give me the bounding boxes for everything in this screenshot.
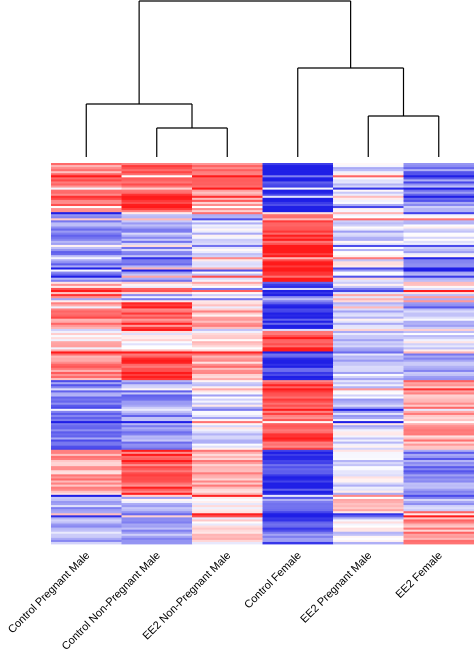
heatmap-cell [51, 542, 122, 544]
dendrogram [86, 1, 439, 157]
column-label: EE2 Female [394, 550, 445, 601]
column-label: EE2 Pregnant Male [298, 550, 374, 626]
heatmap-cell [333, 542, 404, 544]
heatmap-cell [192, 542, 263, 544]
column-label: Control Female [242, 550, 304, 612]
heatmap-cells [51, 163, 474, 544]
heatmap-cell [122, 542, 193, 544]
heatmap-cell [263, 542, 334, 544]
column-label: Control Pregnant Male [6, 550, 92, 636]
heatmap-cell [404, 542, 474, 544]
